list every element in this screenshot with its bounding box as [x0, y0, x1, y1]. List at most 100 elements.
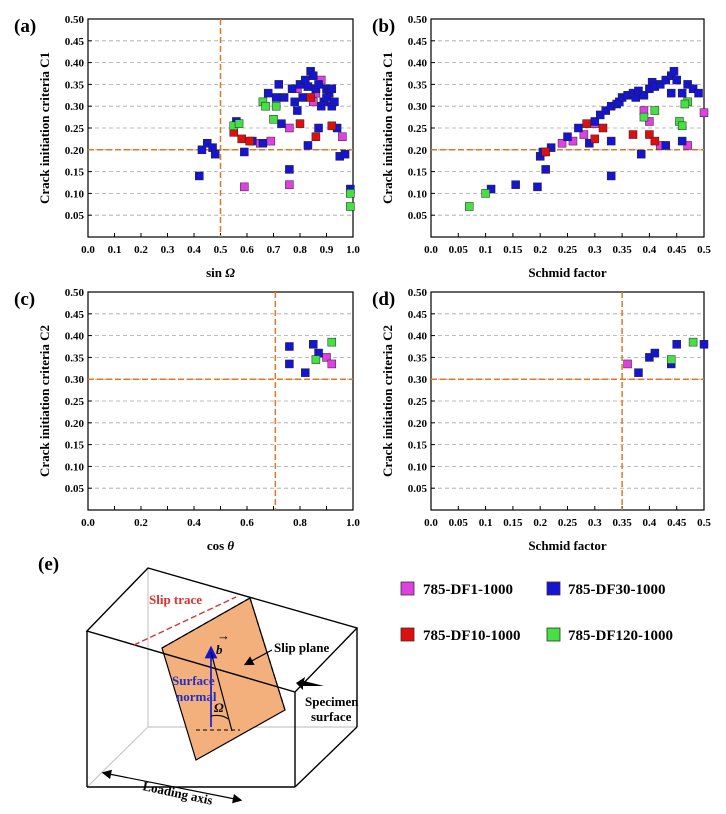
y-tick-label: 0.50	[65, 14, 85, 26]
point-df30	[634, 86, 643, 96]
point-df1	[645, 117, 654, 126]
point-df30	[656, 80, 665, 89]
point-df1	[240, 182, 249, 192]
point-df1	[579, 130, 589, 139]
specimen-surface-arrow	[296, 677, 324, 690]
plot-frame	[430, 291, 705, 511]
point-df10	[590, 134, 600, 144]
point-df30	[650, 348, 660, 358]
y-tick-label: 0.20	[65, 145, 85, 157]
point-df30	[645, 353, 654, 362]
y-axis-label: Crack initiation criteria C2	[380, 325, 395, 477]
y-tick-label: 0.05	[408, 210, 428, 222]
y-tick-label: 0.10	[408, 461, 428, 473]
point-df10	[541, 147, 550, 157]
point-df10	[327, 121, 337, 131]
x-tick-label: 0.05	[449, 517, 469, 529]
point-df1	[266, 136, 276, 146]
x-tick-label: 0.2	[533, 517, 547, 529]
x-tick-label: 0.45	[667, 244, 687, 256]
y-tick-label: 0.40	[65, 331, 85, 343]
y-tick-label: 0.35	[65, 79, 85, 91]
y-axis-label: Crack initiation criteria C1	[380, 52, 395, 204]
point-df30	[688, 84, 698, 94]
point-df30	[574, 123, 583, 133]
y-tick-label: 0.45	[408, 36, 428, 48]
x-tick-label: 0.6	[240, 244, 254, 256]
point-df1	[285, 123, 294, 133]
x-tick-label: 0.1	[479, 244, 493, 256]
point-df30	[639, 91, 649, 100]
y-tick-label: 0.40	[408, 331, 428, 343]
panel-tag-b: (b)	[372, 16, 395, 37]
point-df30	[197, 145, 207, 155]
x-tick-label: 0.2	[134, 244, 148, 256]
point-df120	[464, 202, 474, 211]
x-tick-label: 0.45	[667, 517, 687, 529]
slip-plane-pointer	[243, 649, 273, 666]
x-axis-label: cos θ	[207, 538, 235, 553]
y-tick-label: 0.35	[65, 352, 85, 364]
point-df120	[688, 337, 698, 347]
point-df30	[694, 88, 703, 98]
point-df120	[327, 337, 337, 347]
x-axis-label: Schmid factor	[528, 538, 607, 553]
point-df30	[285, 165, 294, 174]
burgers-vector-arrow-glyph: →	[217, 628, 230, 643]
x-tick-label: 0.25	[558, 517, 578, 529]
y-tick-label: 0.05	[65, 483, 85, 495]
point-df120	[481, 189, 490, 198]
legend-item-df10: 785-DF10-1000	[400, 627, 521, 644]
legend-label-df30: 785-DF30-1000	[568, 582, 666, 598]
y-tick-label: 0.20	[65, 418, 85, 430]
point-df1	[322, 353, 331, 362]
x-tick-label: 0.3	[588, 244, 602, 256]
point-df30	[330, 97, 339, 107]
x-tick-label: 0.3	[588, 517, 602, 529]
point-df30	[301, 368, 310, 377]
point-df30	[263, 88, 273, 98]
y-tick-label: 0.20	[408, 418, 428, 430]
x-tick-label: 0.25	[558, 244, 578, 256]
x-tick-label: 0.15	[503, 244, 523, 256]
box-hidden-edge-diagonal	[86, 726, 149, 788]
point-df1	[683, 141, 692, 150]
point-df30	[683, 80, 692, 89]
x-tick-label: 0.0	[424, 517, 438, 529]
point-df30	[279, 93, 289, 102]
chart-b: (b) 0.05 0.10 0.15 0.20 0.25 0.30 0.35 0.40 0.45 0…	[372, 14, 711, 280]
panel-tag-c: (c)	[14, 289, 35, 310]
y-tick-label: 0.50	[65, 287, 85, 299]
point-df10	[245, 136, 254, 146]
point-df10	[645, 130, 654, 139]
x-tick-label: 0.4	[643, 244, 657, 256]
x-tick-label: 0.3	[161, 244, 175, 256]
point-df120	[346, 189, 355, 198]
legend-swatch-df120	[546, 627, 561, 642]
point-df1	[338, 132, 347, 141]
point-df30	[677, 136, 687, 146]
point-df30	[303, 82, 313, 91]
y-tick-label: 0.40	[408, 58, 428, 70]
point-df30	[672, 340, 681, 349]
y-tick-label: 0.25	[65, 123, 85, 135]
point-df30	[533, 182, 542, 192]
y-tick-label: 0.20	[408, 145, 428, 157]
specimen-surface-label-line1: Specimen	[305, 694, 359, 709]
point-df10	[598, 123, 608, 133]
point-df30	[285, 342, 294, 351]
slip-trace-line	[133, 596, 237, 646]
point-df1	[623, 359, 632, 369]
x-tick-label: 1.0	[346, 244, 360, 256]
point-df30	[195, 171, 204, 181]
point-df1	[557, 139, 567, 148]
point-df30	[606, 171, 616, 181]
point-df30	[606, 136, 616, 146]
point-df120	[311, 355, 321, 364]
x-tick-label: 0.2	[533, 244, 547, 256]
x-tick-label: 0.5	[214, 244, 228, 256]
y-tick-label: 0.05	[65, 210, 85, 222]
point-df30	[293, 106, 302, 115]
y-tick-label: 0.45	[65, 309, 85, 321]
